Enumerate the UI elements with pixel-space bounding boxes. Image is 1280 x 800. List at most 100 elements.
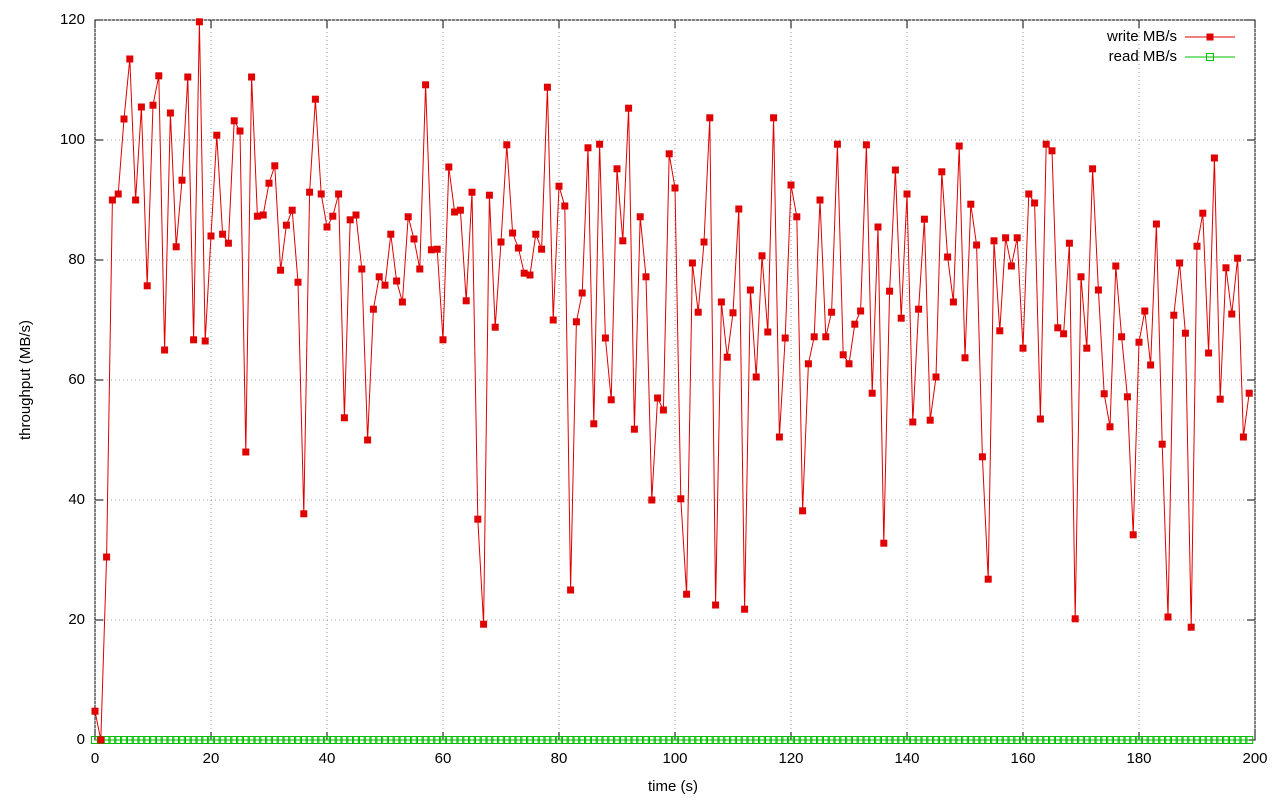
marker (253, 736, 262, 744)
marker (247, 736, 256, 744)
marker (1233, 736, 1242, 744)
marker (630, 736, 639, 744)
marker (1024, 736, 1033, 744)
marker (317, 736, 326, 744)
marker (1100, 736, 1109, 744)
marker (996, 327, 1004, 335)
y-axis-label: throughput (MB/s) (17, 320, 34, 440)
marker (137, 736, 146, 744)
marker (358, 265, 366, 273)
marker (1199, 209, 1207, 217)
marker (1025, 190, 1033, 198)
marker (236, 127, 244, 135)
x-tick-label: 0 (91, 750, 99, 767)
marker (578, 289, 586, 297)
marker (183, 736, 192, 744)
marker (676, 736, 685, 744)
marker (398, 298, 406, 306)
marker (1111, 736, 1120, 744)
marker (386, 736, 395, 744)
marker (1204, 736, 1213, 744)
marker (131, 736, 140, 744)
marker (804, 360, 812, 368)
marker (694, 308, 702, 316)
marker (1118, 333, 1126, 341)
marker (578, 736, 587, 744)
marker (509, 229, 517, 237)
marker (207, 736, 215, 744)
marker (1083, 344, 1091, 352)
marker (190, 336, 198, 344)
marker (978, 736, 987, 744)
marker (271, 162, 279, 170)
marker (1158, 440, 1166, 448)
marker (787, 736, 795, 744)
marker (1147, 361, 1155, 369)
series-line (94, 21, 1250, 741)
marker (265, 179, 273, 187)
marker (1031, 199, 1039, 207)
marker (683, 590, 691, 598)
marker (329, 212, 337, 220)
marker (1106, 736, 1114, 744)
marker (735, 205, 743, 213)
marker (439, 336, 447, 344)
marker (474, 515, 482, 523)
marker (241, 736, 250, 744)
marker (798, 736, 807, 744)
marker (914, 736, 923, 744)
marker (236, 736, 244, 744)
marker (1234, 254, 1242, 262)
marker (1210, 736, 1219, 744)
marker (532, 230, 540, 238)
marker (932, 373, 940, 381)
marker (497, 238, 505, 246)
marker (352, 736, 360, 744)
marker (294, 736, 302, 744)
marker (277, 266, 285, 274)
marker (166, 109, 174, 117)
marker (717, 736, 726, 744)
marker (172, 736, 181, 744)
marker (125, 736, 134, 744)
marker (659, 406, 667, 414)
marker (288, 736, 297, 744)
marker (938, 168, 946, 176)
marker (381, 281, 389, 289)
marker (265, 736, 273, 744)
marker (149, 101, 157, 109)
marker (422, 81, 430, 89)
marker (769, 736, 778, 744)
marker (120, 736, 128, 744)
x-tick-label: 200 (1242, 750, 1267, 767)
marker (1245, 736, 1254, 744)
marker (792, 736, 801, 744)
marker (822, 333, 830, 341)
marker (885, 736, 894, 744)
marker (845, 360, 853, 368)
marker (613, 736, 621, 744)
marker (282, 736, 291, 744)
marker (1245, 389, 1253, 397)
marker (520, 736, 529, 744)
marker (984, 736, 993, 744)
marker (1216, 736, 1225, 744)
y-tick-label: 40 (68, 491, 85, 508)
marker (1065, 736, 1074, 744)
marker (584, 736, 592, 744)
marker (828, 308, 836, 316)
marker (114, 736, 123, 744)
marker (897, 736, 906, 744)
marker (775, 736, 784, 744)
marker (729, 309, 737, 317)
marker (503, 141, 511, 149)
marker (387, 230, 395, 238)
marker (172, 243, 180, 251)
marker (572, 318, 580, 326)
marker (1042, 736, 1051, 744)
marker (990, 237, 998, 245)
marker (1036, 415, 1044, 423)
x-tick-label: 100 (662, 750, 687, 767)
x-tick-label: 60 (435, 750, 452, 767)
marker (688, 259, 696, 267)
